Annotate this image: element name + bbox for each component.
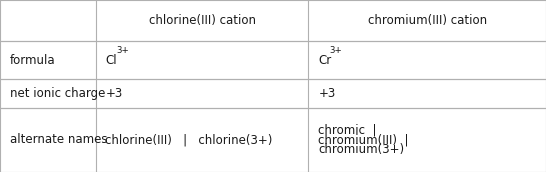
Text: chromium(III)  |: chromium(III) |: [318, 133, 409, 146]
Text: net ionic charge: net ionic charge: [10, 87, 105, 100]
Text: Cr: Cr: [318, 54, 331, 67]
Text: chlorine(III) cation: chlorine(III) cation: [149, 14, 256, 27]
Text: chromic  |: chromic |: [318, 123, 377, 136]
Text: chlorine(III)   |   chlorine(3+): chlorine(III) | chlorine(3+): [105, 133, 273, 146]
Text: alternate names: alternate names: [10, 133, 108, 146]
Text: chromium(III) cation: chromium(III) cation: [367, 14, 487, 27]
Text: Cl: Cl: [105, 54, 117, 67]
Text: 3+: 3+: [329, 46, 342, 55]
Text: formula: formula: [10, 54, 56, 67]
Text: +3: +3: [318, 87, 336, 100]
Text: 3+: 3+: [116, 46, 129, 55]
Text: +3: +3: [105, 87, 123, 100]
Text: chromium(3+): chromium(3+): [318, 143, 405, 156]
